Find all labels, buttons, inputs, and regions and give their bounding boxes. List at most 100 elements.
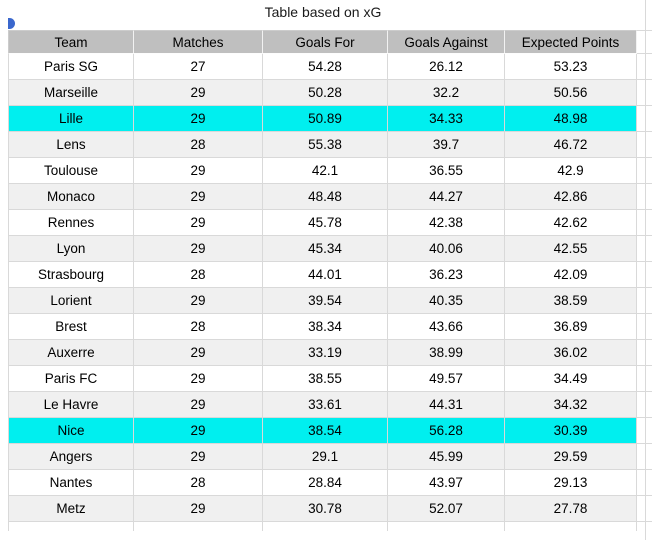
table-row-marseille: Marseille 29 50.28 32.2 50.56	[8, 80, 652, 106]
cell-goals-for-nice: 38.54	[263, 418, 388, 444]
cell-goals-against-nice: 56.28	[388, 418, 505, 444]
cell-expected-points-strasbourg: 42.09	[505, 262, 637, 288]
cell-matches-lille: 29	[134, 106, 263, 132]
grid-margin-cell	[637, 262, 652, 288]
cell-expected-points-lille: 48.98	[505, 106, 637, 132]
cell-goals-against-nantes: 43.97	[388, 470, 505, 496]
cell-goals-for-monaco: 48.48	[263, 184, 388, 210]
cell-goals-against-auxerre: 38.99	[388, 340, 505, 366]
cell-expected-points-monaco: 42.86	[505, 184, 637, 210]
cell-goals-for-angers: 29.1	[263, 444, 388, 470]
cell-goals-against-metz: 52.07	[388, 496, 505, 522]
cell-expected-points-paris-sg: 53.23	[505, 54, 637, 80]
table-row-lyon: Lyon 29 45.34 40.06 42.55	[8, 236, 652, 262]
grid-margin-cell	[637, 444, 652, 470]
table-row-strasbourg: Strasbourg 28 44.01 36.23 42.09	[8, 262, 652, 288]
grid-margin-cell	[637, 54, 652, 80]
cell-team-metz: Metz	[8, 496, 134, 522]
cell-expected-points-nice: 30.39	[505, 418, 637, 444]
cell-expected-points-lorient: 38.59	[505, 288, 637, 314]
cell-expected-points-lyon: 42.55	[505, 236, 637, 262]
table-row-toulouse: Toulouse 29 42.1 36.55 42.9	[8, 158, 652, 184]
cell-team-paris-sg: Paris SG	[8, 54, 134, 80]
table-row-angers: Angers 29 29.1 45.99 29.59	[8, 444, 652, 470]
cell-goals-for-lens: 55.38	[263, 132, 388, 158]
table-row-lille: Lille 29 50.89 34.33 48.98	[8, 106, 652, 132]
cell-goals-for-paris-sg: 54.28	[263, 54, 388, 80]
grid-margin-cell	[637, 158, 652, 184]
cell-goals-for-auxerre: 33.19	[263, 340, 388, 366]
cell-team-nantes: Nantes	[8, 470, 134, 496]
cell-goals-for-lorient: 39.54	[263, 288, 388, 314]
cell-goals-against-toulouse: 36.55	[388, 158, 505, 184]
cell-expected-points-auxerre: 36.02	[505, 340, 637, 366]
grid-margin-cell	[637, 132, 652, 158]
cell-matches-lorient: 29	[134, 288, 263, 314]
cell-expected-points-paris-fc: 34.49	[505, 366, 637, 392]
cell-team-strasbourg: Strasbourg	[8, 262, 134, 288]
grid-margin-cell	[637, 184, 652, 210]
grid-margin-cell	[637, 210, 652, 236]
cell-team-nice: Nice	[8, 418, 134, 444]
grid-margin-cell	[637, 418, 652, 444]
cell-matches-metz: 29	[134, 496, 263, 522]
figure-title: Table based on xG	[264, 4, 382, 20]
table-row-le-havre: Le Havre 29 33.61 44.31 34.32	[8, 392, 652, 418]
cell-goals-against-lyon: 40.06	[388, 236, 505, 262]
grid-margin-cell	[637, 314, 652, 340]
table-row-paris-fc: Paris FC 29 38.55 49.57 34.49	[8, 366, 652, 392]
table-row-monaco: Monaco 29 48.48 44.27 42.86	[8, 184, 652, 210]
cell-matches-angers: 29	[134, 444, 263, 470]
cell-expected-points-lens: 46.72	[505, 132, 637, 158]
cell-team-auxerre: Auxerre	[8, 340, 134, 366]
cell-goals-for-nantes: 28.84	[263, 470, 388, 496]
cell-goals-for-metz: 30.78	[263, 496, 388, 522]
grid-margin-cell	[637, 522, 652, 531]
cell-goals-for-le-havre: 33.61	[263, 392, 388, 418]
cell-team-lyon: Lyon	[8, 236, 134, 262]
table-row-lorient: Lorient 29 39.54 40.35 38.59	[8, 288, 652, 314]
cell-expected-points-marseille: 50.56	[505, 80, 637, 106]
cell-matches-paris-sg: 27	[134, 54, 263, 80]
cell-expected-points-angers: 29.59	[505, 444, 637, 470]
cell-goals-against-paris-sg: 26.12	[388, 54, 505, 80]
cell-expected-points-brest: 36.89	[505, 314, 637, 340]
cell-goals-for-lille: 50.89	[263, 106, 388, 132]
empty-cell	[263, 522, 388, 531]
cell-goals-for-strasbourg: 44.01	[263, 262, 388, 288]
spreadsheet-gridline	[645, 0, 646, 540]
grid-margin-cell	[637, 470, 652, 496]
cell-team-le-havre: Le Havre	[8, 392, 134, 418]
table-row-brest: Brest 28 38.34 43.66 36.89	[8, 314, 652, 340]
cell-goals-against-angers: 45.99	[388, 444, 505, 470]
cell-goals-against-brest: 43.66	[388, 314, 505, 340]
grid-margin-cell	[637, 340, 652, 366]
column-header-goals-for: Goals For	[263, 30, 388, 54]
cell-expected-points-nantes: 29.13	[505, 470, 637, 496]
cell-goals-against-marseille: 32.2	[388, 80, 505, 106]
cell-team-toulouse: Toulouse	[8, 158, 134, 184]
cell-goals-against-rennes: 42.38	[388, 210, 505, 236]
cell-team-marseille: Marseille	[8, 80, 134, 106]
cell-goals-against-monaco: 44.27	[388, 184, 505, 210]
header-row: Team Matches Goals For Goals Against Expecte…	[8, 30, 652, 54]
cell-expected-points-metz: 27.78	[505, 496, 637, 522]
cell-matches-paris-fc: 29	[134, 366, 263, 392]
blue-row-marker-icon	[8, 18, 15, 29]
grid-margin-cell	[637, 80, 652, 106]
cell-matches-brest: 28	[134, 314, 263, 340]
clipped-empty-row	[8, 522, 652, 531]
column-header-team: Team	[8, 30, 134, 54]
cell-team-lorient: Lorient	[8, 288, 134, 314]
empty-cell	[388, 522, 505, 531]
cell-goals-for-paris-fc: 38.55	[263, 366, 388, 392]
grid-margin-cell	[637, 288, 652, 314]
cell-matches-toulouse: 29	[134, 158, 263, 184]
table-row-paris-sg: Paris SG 27 54.28 26.12 53.23	[8, 54, 652, 80]
empty-cell	[134, 522, 263, 531]
xg-table: Team Matches Goals For Goals Against Expecte…	[8, 30, 652, 531]
column-header-expected-points: Expected Points	[505, 30, 637, 54]
cell-goals-against-le-havre: 44.31	[388, 392, 505, 418]
column-header-matches: Matches	[134, 30, 263, 54]
